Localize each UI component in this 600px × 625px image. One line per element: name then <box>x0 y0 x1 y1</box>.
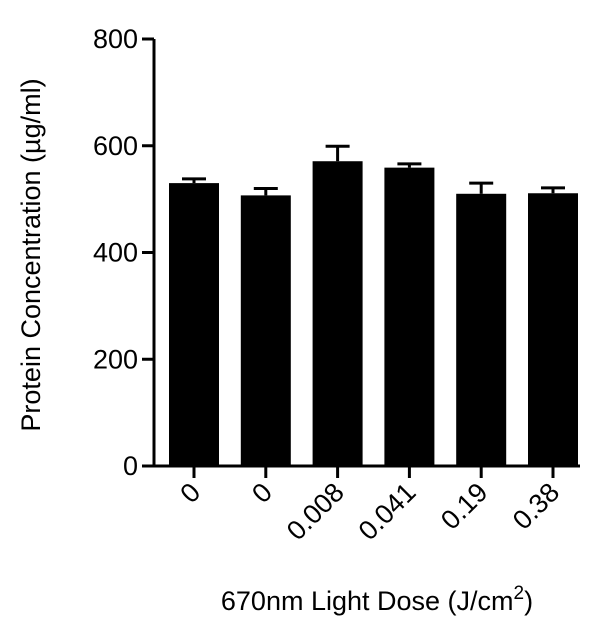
y-tick-label: 400 <box>93 238 138 268</box>
bar <box>456 193 507 466</box>
x-axis-title-suffix: ) <box>524 586 533 616</box>
x-axis-title-main: 670nm Light Dose (J/cm <box>221 586 514 616</box>
bar <box>384 167 435 467</box>
bars-layer <box>169 161 578 467</box>
x-axis-title: 670nm Light Dose (J/cm2) <box>221 583 533 616</box>
y-tick-label: 200 <box>93 344 138 374</box>
y-axis-title: Protein Concentration (µg/ml) <box>16 78 46 431</box>
x-ticks-layer: 0 0 0.008 0.041 0.19 0.38 <box>174 466 565 546</box>
x-tick-label: 0.19 <box>435 477 493 535</box>
bar <box>528 193 578 466</box>
y-tick-label: 600 <box>93 131 138 161</box>
y-tick-label: 800 <box>93 24 138 54</box>
x-axis-title-superscript: 2 <box>514 583 525 604</box>
x-tick-label: 0 <box>174 477 206 509</box>
bar <box>312 161 363 466</box>
y-ticks-layer: 0 200 400 600 800 <box>93 24 154 481</box>
bar <box>169 183 219 467</box>
x-tick-label: 0.041 <box>353 477 422 546</box>
x-tick-label: 0 <box>246 477 278 509</box>
y-tick-label: 0 <box>123 451 138 481</box>
x-tick-label: 0.008 <box>281 477 350 546</box>
error-bars-layer <box>182 144 565 196</box>
x-tick-label: 0.38 <box>507 477 565 535</box>
bar <box>240 195 291 467</box>
